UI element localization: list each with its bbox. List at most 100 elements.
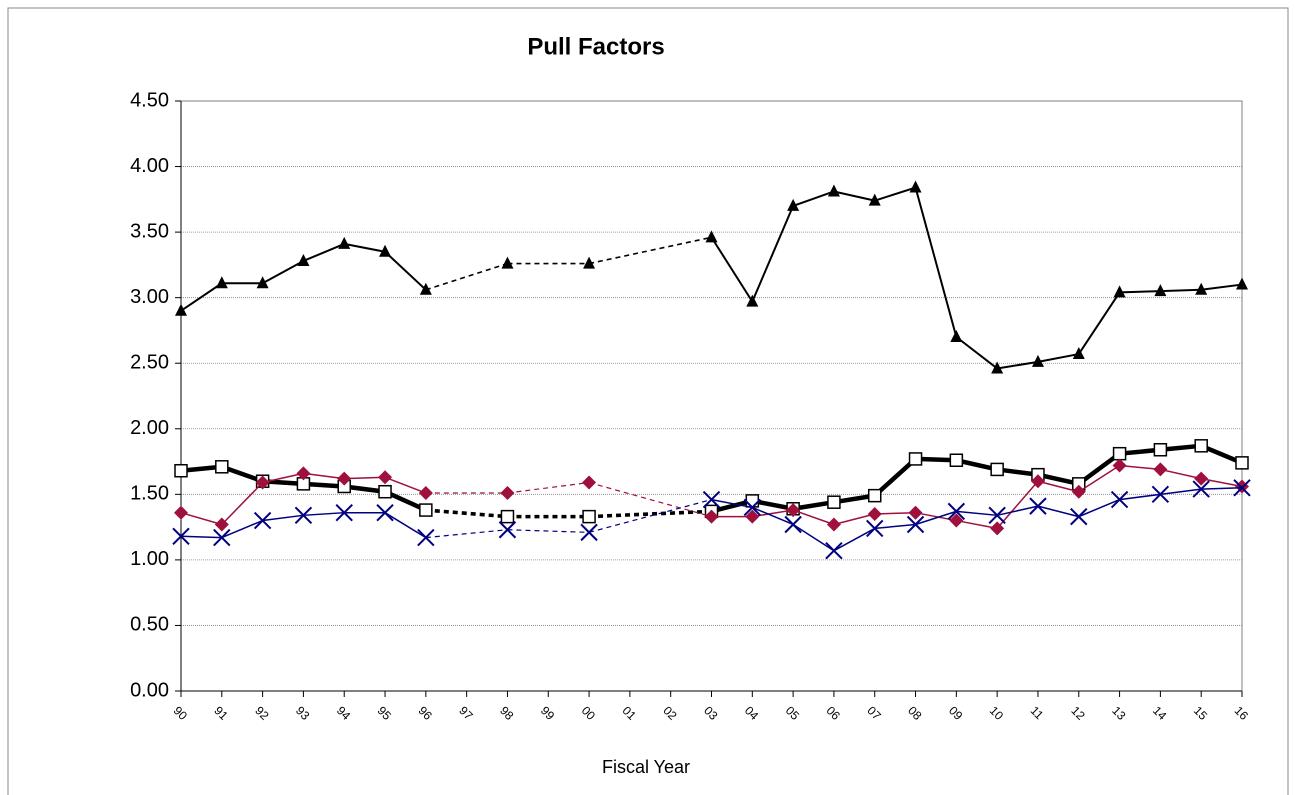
x-tick-label: 12 (1068, 703, 1088, 723)
x-tick-label: 90 (171, 703, 191, 723)
x-tick-label: 94 (334, 703, 354, 723)
x-tick-label: 06 (824, 703, 844, 723)
marker (826, 517, 841, 532)
gap-bridge (588, 236, 712, 265)
marker (1030, 474, 1045, 489)
x-tick-label: 09 (946, 703, 966, 723)
marker (990, 462, 1004, 477)
gap-bridge (425, 529, 508, 539)
gap-bridge (588, 509, 712, 519)
marker (379, 244, 392, 257)
marker (337, 471, 352, 486)
x-tick-label: 04 (742, 703, 762, 723)
marker (990, 521, 1005, 536)
marker (827, 184, 840, 197)
marker (786, 503, 801, 518)
marker (906, 515, 925, 534)
marker (1235, 456, 1249, 470)
y-tick-label: 0.00 (130, 679, 169, 701)
y-tick-label: 2.00 (130, 417, 169, 439)
marker (214, 517, 229, 532)
marker (1195, 282, 1208, 295)
marker (294, 506, 313, 525)
x-tick-label: 15 (1191, 703, 1211, 723)
x-tick-label: 07 (864, 703, 884, 723)
marker (1112, 446, 1127, 461)
marker (378, 470, 393, 485)
marker (1110, 490, 1129, 509)
marker (253, 511, 272, 530)
marker (215, 460, 229, 474)
marker (213, 528, 231, 547)
x-tick-label: 10 (987, 703, 1007, 723)
x-tick-label: 03 (701, 703, 721, 723)
marker (1029, 497, 1047, 515)
marker (256, 276, 269, 289)
marker (784, 515, 802, 534)
marker (988, 506, 1006, 525)
marker (866, 519, 884, 538)
y-tick-label: 3.50 (130, 220, 169, 242)
marker (582, 509, 596, 524)
x-tick-label: 91 (211, 703, 231, 723)
marker (1112, 458, 1127, 473)
x-tick-label: 11 (1028, 703, 1047, 722)
marker (1031, 354, 1044, 367)
x-tick-label: 00 (579, 703, 599, 723)
x-axis-title: Fiscal Year (602, 757, 690, 777)
series-line (710, 443, 1243, 514)
marker (174, 505, 188, 520)
marker (825, 542, 843, 560)
marker (418, 486, 433, 501)
x-tick-label: 13 (1109, 703, 1129, 723)
marker (255, 475, 270, 490)
y-tick-label: 1.00 (130, 548, 169, 570)
marker (215, 276, 228, 289)
x-tick-label: 93 (293, 703, 313, 723)
marker (338, 236, 351, 249)
x-tick-label: 02 (660, 703, 680, 723)
gap-bridge (507, 529, 590, 533)
marker (335, 503, 353, 522)
marker (867, 488, 882, 503)
marker (1071, 484, 1086, 499)
x-tick-label: 08 (905, 703, 925, 723)
marker (1153, 443, 1168, 457)
marker (501, 256, 514, 269)
series-line (711, 487, 1243, 552)
marker (297, 253, 310, 266)
marker (296, 466, 311, 481)
gap-bridge (588, 481, 712, 518)
x-tick-label: 95 (375, 703, 395, 723)
x-tick-label: 05 (783, 703, 803, 723)
x-tick-label: 01 (620, 703, 640, 723)
x-tick-label: 16 (1232, 703, 1252, 723)
y-tick-label: 2.50 (130, 352, 169, 374)
marker (908, 452, 923, 466)
marker (376, 503, 394, 522)
y-tick-label: 0.50 (130, 614, 169, 636)
y-tick-label: 4.00 (130, 155, 169, 177)
marker (745, 494, 760, 508)
marker (745, 509, 760, 524)
plot-area (180, 100, 1243, 692)
chart-border (7, 7, 1289, 795)
y-tick-label: 1.50 (130, 483, 169, 505)
chart-title: Pull Factors (527, 33, 664, 60)
marker (500, 486, 515, 501)
marker (417, 528, 435, 547)
marker (950, 330, 963, 342)
marker (867, 507, 882, 521)
marker (787, 198, 800, 211)
marker (175, 303, 187, 316)
marker (746, 294, 759, 307)
marker (1154, 284, 1167, 297)
marker (582, 475, 597, 490)
marker (1194, 471, 1209, 486)
x-tick-label: 97 (456, 703, 476, 723)
marker (991, 361, 1004, 374)
gap-bridge (588, 498, 712, 533)
marker (827, 495, 841, 509)
marker (743, 498, 762, 517)
